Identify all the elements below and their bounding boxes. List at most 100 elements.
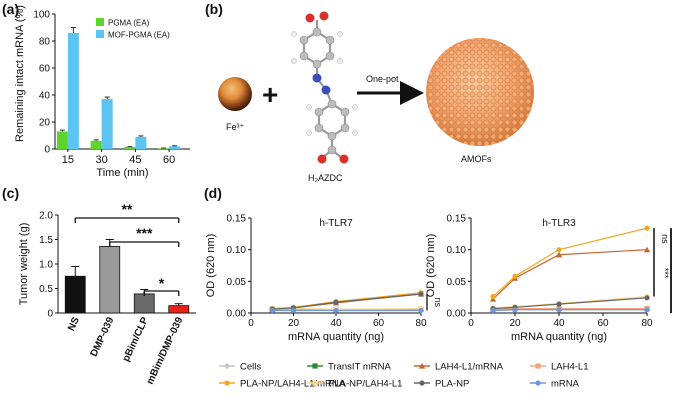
- series-line: [492, 307, 647, 310]
- y-axis-label: OD (620 nm): [425, 234, 437, 298]
- panel-a-chart: 0 20 40 60 80 100 15 30 45 60 Time (min) Remaining …: [14, 5, 190, 179]
- panel-letter-a: (a): [2, 1, 19, 17]
- bar: [64, 275, 86, 314]
- y-tick-label: 0: [47, 309, 53, 320]
- data-point: [490, 307, 496, 314]
- x-tick-label: 20: [509, 318, 521, 329]
- legend-marker: [535, 363, 541, 369]
- panel-d-right-chart: 0.00 0.05 0.10 0.15 0 20 40 60 80 mRNA quantity (…: [425, 214, 672, 343]
- y-tick-label: 40: [39, 91, 51, 102]
- legend-label: LAH4-L1: [551, 362, 589, 373]
- y-tick-label: 0.05: [227, 277, 247, 288]
- bar: [133, 293, 155, 314]
- significance-label: ns: [660, 234, 670, 244]
- bar-pgma: [56, 131, 68, 149]
- amof-particle-texture: [426, 38, 534, 146]
- x-tick-label: 20: [288, 318, 300, 329]
- chart-title: h-TLR7: [319, 218, 353, 229]
- x-tick-label: mBim/DMP-039: [145, 315, 186, 386]
- y-tick-label: 100: [33, 10, 50, 21]
- x-tick-label: 60: [163, 154, 175, 166]
- y-tick-label: 60: [39, 64, 51, 75]
- oxygen-atom: [317, 154, 327, 164]
- legend-marker: [312, 363, 318, 369]
- h2azdc-molecule: [291, 11, 358, 164]
- series-line: [492, 249, 648, 300]
- legend-marker: [418, 362, 426, 369]
- bar-mof-pgma: [67, 32, 79, 149]
- ligand-label: H₂AZDC: [308, 173, 343, 183]
- x-tick-label: 15: [62, 154, 74, 166]
- bar: [99, 245, 121, 314]
- y-tick-label: 0: [44, 145, 50, 156]
- x-tick-label: 80: [641, 318, 653, 329]
- significance-label: *: [159, 275, 165, 291]
- legend-label: PLA-NP/LAH4-L1/mRNA: [240, 379, 346, 390]
- series-line: [492, 297, 648, 310]
- y-tick-label: 0.5: [39, 284, 53, 295]
- x-tick-label: 0: [248, 318, 254, 329]
- panel-d-left-chart: 0.00 0.05 0.10 0.15 0 20 40 60 80 mRNA quantity (…: [205, 214, 443, 344]
- series-line: [272, 293, 422, 310]
- legend-swatch: [96, 18, 104, 26]
- y-tick-label: 80: [39, 37, 51, 48]
- oxygen-atom: [339, 154, 349, 164]
- y-tick-label: 0.10: [227, 245, 247, 256]
- oxygen-atom: [319, 11, 329, 21]
- bar-pgma: [158, 148, 170, 149]
- arrow-label: One-pot: [366, 74, 399, 84]
- legend-label: Cells: [240, 362, 261, 373]
- panel-letter-b: (b): [205, 1, 223, 17]
- nitrogen-atom: [321, 85, 331, 95]
- x-tick-label: 40: [553, 318, 565, 329]
- legend-label: LAH4-L1/mRNA: [435, 362, 504, 373]
- y-axis-label: Tumor weight (g): [18, 223, 30, 306]
- legend-label: PLA-NP: [435, 379, 469, 390]
- y-tick-label: 0.15: [447, 214, 467, 225]
- significance-label: ***: [136, 225, 153, 241]
- x-axis-label: Time (min): [96, 167, 148, 179]
- data-point: [556, 247, 562, 253]
- oxygen-atom: [305, 13, 315, 23]
- data-point: [418, 291, 424, 297]
- series-line: [272, 292, 422, 310]
- chart-title: h-TLR3: [542, 218, 576, 229]
- x-tick-label: DMP-039: [89, 315, 117, 358]
- y-tick-label: 1.0: [39, 260, 53, 271]
- legend-label: PGMA (EA): [108, 19, 150, 28]
- data-point: [644, 295, 650, 301]
- data-point: [333, 307, 339, 314]
- legend-swatch: [96, 30, 104, 38]
- y-tick-label: 0.00: [447, 309, 467, 320]
- series-line: [492, 295, 648, 309]
- y-tick-label: 1.5: [39, 235, 53, 246]
- data-point: [643, 246, 651, 253]
- data-point: [512, 273, 518, 279]
- bar-mof-pgma: [101, 99, 113, 149]
- data-point: [490, 293, 496, 300]
- data-point: [555, 251, 563, 258]
- bar-mof-pgma: [169, 146, 181, 149]
- y-axis-label: Remaining intact mRNA (%): [14, 5, 26, 142]
- fe-ion-label: Fe³⁺: [226, 122, 245, 132]
- series-line: [492, 308, 647, 311]
- y-tick-label: 0.00: [227, 309, 247, 320]
- legend-label: PLA-NP/LAH4-L1: [328, 379, 402, 390]
- y-axis-label: OD (620 nm): [205, 234, 217, 298]
- x-axis-label: mRNA quantity (ng): [288, 331, 384, 343]
- bar: [168, 305, 190, 314]
- legend-marker: [535, 380, 541, 386]
- significance-label: **: [122, 201, 133, 217]
- y-tick-label: 0.10: [447, 245, 467, 256]
- legend-marker: [312, 380, 318, 386]
- x-tick-label: 60: [373, 318, 385, 329]
- product-label: AMOFs: [461, 154, 492, 164]
- data-point: [269, 307, 275, 314]
- legend-marker: [223, 362, 231, 370]
- x-tick-label: 40: [330, 318, 342, 329]
- data-point: [644, 225, 650, 231]
- y-tick-label: 0.15: [227, 214, 247, 225]
- significance-label: ns: [433, 297, 443, 307]
- x-tick-label: 0: [468, 318, 474, 329]
